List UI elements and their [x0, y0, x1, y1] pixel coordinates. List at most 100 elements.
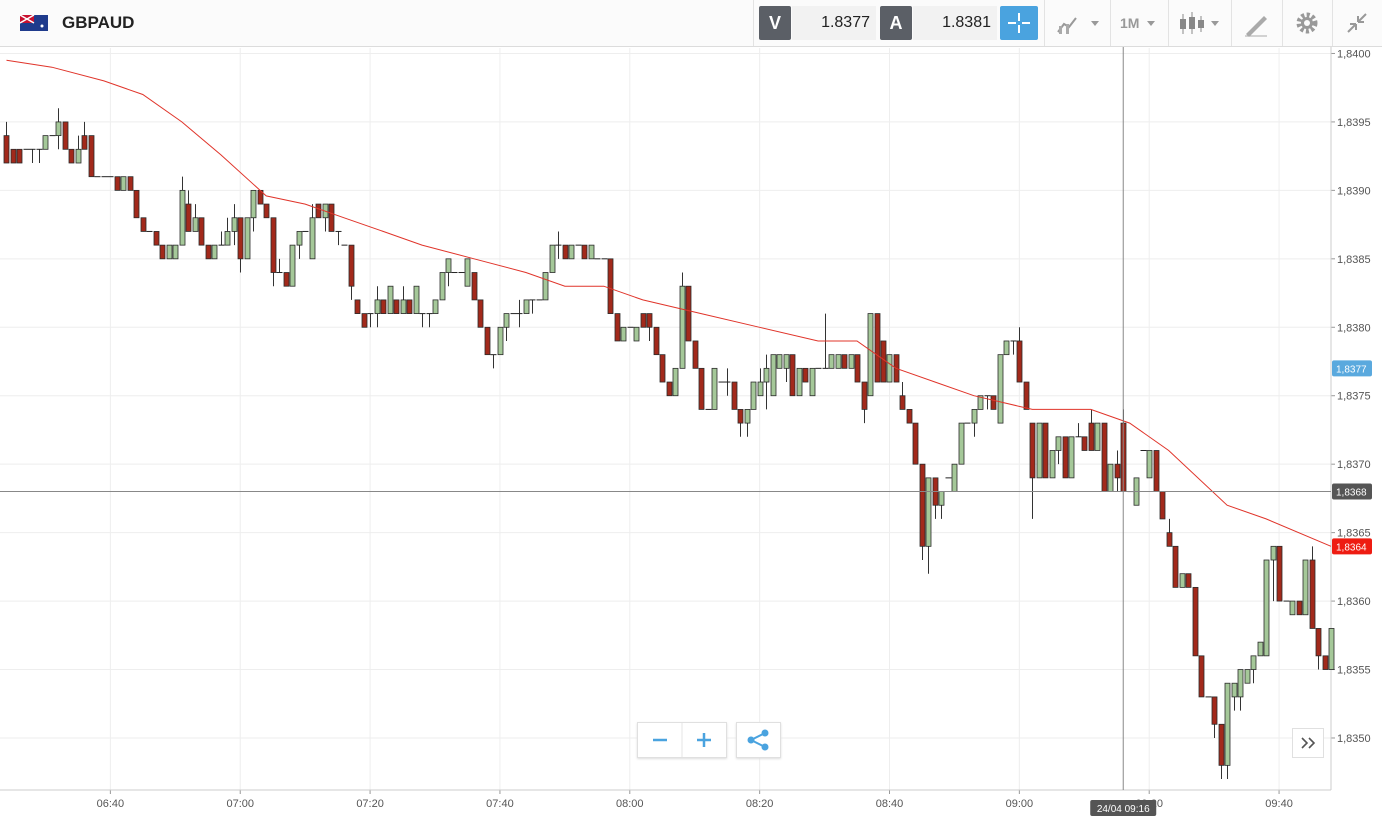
candle-body [1094, 422, 1101, 451]
candle-body [802, 367, 809, 383]
plot-area [0, 48, 1331, 790]
crosshair-x-box [1090, 800, 1157, 816]
buy-label[interactable]: A [880, 6, 912, 40]
candle-body [439, 272, 446, 301]
candle-body [1257, 641, 1264, 657]
candle-body [938, 491, 945, 506]
candle-body [296, 231, 303, 246]
x-tick-label: 07:40 [486, 798, 514, 810]
candle-body [744, 409, 751, 424]
crosshair-button[interactable] [1000, 6, 1038, 40]
candle-body [549, 244, 556, 273]
candle-body [1309, 559, 1316, 629]
y-tick-label: 1,8385 [1337, 254, 1371, 266]
candle-body [159, 244, 166, 260]
chart-type-button[interactable] [1056, 12, 1102, 36]
candle-body [672, 367, 679, 397]
candle-body [114, 176, 121, 191]
candle-body [185, 203, 192, 232]
candle-body [75, 148, 82, 164]
chart: 1,8350 1,8355 1,8360 1,8365 1,8370 1,8375 1,83… [0, 47, 1372, 816]
candle-body [796, 367, 803, 397]
candle-body [153, 231, 160, 246]
candle-body [776, 354, 783, 369]
candle-body [1081, 436, 1088, 451]
x-tick-label: 07:20 [356, 798, 384, 810]
candle-body [289, 244, 296, 287]
settings-button[interactable] [1294, 10, 1320, 36]
candle-body [620, 326, 627, 342]
crosshair-x-label: 24/04 09:16 [1097, 804, 1150, 815]
candle-body [640, 313, 647, 328]
sell-label[interactable]: V [759, 6, 791, 40]
candle-body [809, 367, 816, 397]
x-tick-label: 09:00 [1006, 798, 1034, 810]
candle-body [1250, 655, 1257, 670]
candle-body [55, 121, 62, 137]
candle-body [659, 354, 666, 383]
y-tick-label: 1,8400 [1337, 48, 1371, 60]
candle-body [393, 299, 400, 314]
candle-body [1153, 450, 1160, 492]
candle-body [692, 340, 699, 369]
scroll-end-button[interactable] [1292, 728, 1324, 758]
candle-body [581, 244, 588, 260]
x-tick-label: 08:40 [876, 798, 904, 810]
zoom-in[interactable] [697, 733, 711, 747]
timeframe[interactable]: 1M [1120, 15, 1140, 31]
candle-body [315, 203, 322, 219]
candle-body [172, 244, 179, 260]
candle-body [270, 217, 277, 273]
candle-body [328, 203, 335, 232]
candle-body [997, 354, 1004, 424]
x-tick-label: 08:20 [746, 798, 774, 810]
candle-body [471, 272, 478, 301]
collapse-button[interactable] [1344, 10, 1370, 36]
zoom-controls [637, 722, 727, 758]
candle-body [1042, 422, 1049, 479]
candle-body [205, 244, 212, 260]
x-tick-label: 09:40 [1265, 798, 1293, 810]
y-tick-label: 1,8370 [1337, 459, 1371, 471]
candle-body [912, 422, 919, 465]
candle-body [231, 217, 238, 232]
candle-body [958, 422, 965, 465]
candle-body [166, 244, 173, 260]
candle-body [432, 299, 439, 314]
candle-body [484, 326, 491, 356]
candle-body [1315, 628, 1322, 657]
candle-body [1302, 559, 1309, 616]
candle-body [224, 231, 231, 246]
candle-body [646, 313, 653, 328]
candle-body [990, 395, 997, 410]
candle-body [1068, 436, 1075, 479]
candle-body [1166, 532, 1173, 547]
candle-body [1218, 723, 1225, 766]
draw-tool-button[interactable] [1242, 10, 1270, 38]
candle-style-button[interactable] [1178, 10, 1224, 38]
candle-body [374, 299, 381, 314]
candle-body [380, 299, 387, 314]
candle-body [244, 217, 251, 260]
candle-body [1036, 422, 1043, 479]
candle-body [354, 299, 361, 314]
buy-price[interactable]: 1.8381 [913, 6, 997, 40]
candle-body [750, 381, 757, 410]
candle-body [68, 148, 75, 164]
share-button[interactable] [736, 722, 781, 758]
x-tick-label: 07:00 [226, 798, 254, 810]
candle-body [1270, 545, 1277, 561]
candle-body [1062, 436, 1069, 479]
candle-body [464, 258, 471, 287]
candle-body [10, 148, 17, 164]
candle-body [1185, 573, 1192, 588]
candle-body [361, 313, 368, 328]
candle-body [192, 217, 199, 232]
sell-price[interactable]: 1.8377 [792, 6, 876, 40]
candle-body [854, 354, 861, 383]
candle-body [1263, 559, 1270, 657]
candle-body [237, 217, 244, 260]
candle-body [562, 244, 569, 260]
timeframe-caret[interactable] [1145, 12, 1159, 36]
candle-body [1159, 491, 1166, 520]
